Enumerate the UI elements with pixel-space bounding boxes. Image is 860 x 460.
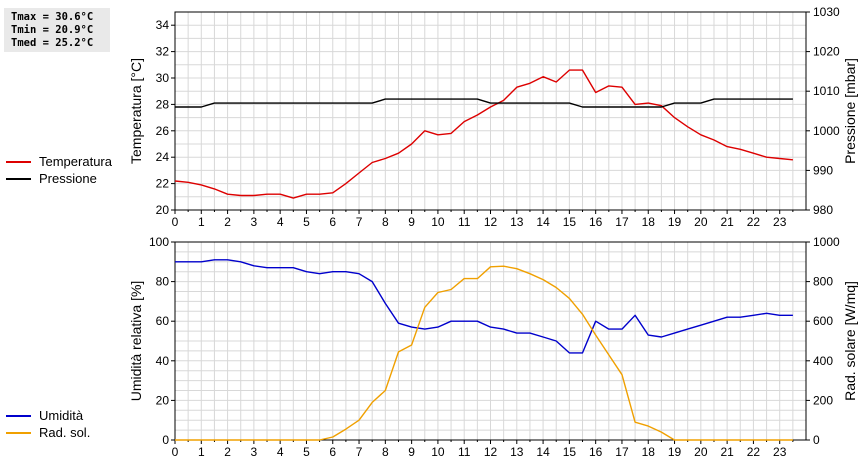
x-tick-label-top: 11 (458, 215, 471, 229)
y-right-tick-label-top: 1030 (813, 5, 840, 19)
y-left-tick-label-bottom: 100 (149, 235, 169, 249)
x-tick-label-bottom: 15 (563, 445, 577, 459)
x-tick-label-top: 18 (642, 215, 656, 229)
x-tick-label-bottom: 19 (668, 445, 682, 459)
y-right-tick-label-bottom: 0 (813, 433, 820, 447)
x-tick-label-bottom: 6 (329, 445, 336, 459)
y-right-tick-label-top: 980 (813, 203, 833, 217)
x-tick-label-top: 17 (615, 215, 629, 229)
stat-tmed: Tmed = 25.2°C (11, 37, 94, 49)
x-tick-label-bottom: 12 (484, 445, 498, 459)
y-right-tick-label-top: 1010 (813, 84, 840, 98)
x-tick-label-top: 0 (172, 215, 179, 229)
x-tick-label-top: 14 (536, 215, 550, 229)
series-line-top-1 (175, 98, 793, 108)
y-right-tick-label-top: 990 (813, 163, 833, 177)
x-tick-label-bottom: 17 (615, 445, 629, 459)
x-tick-label-top: 7 (356, 215, 363, 229)
x-tick-label-top: 15 (563, 215, 577, 229)
y-left-tick-label-bottom: 0 (162, 433, 169, 447)
legend-swatch-rad-sol (6, 432, 31, 434)
y-left-tick-label-top: 28 (156, 97, 170, 111)
x-tick-label-bottom: 0 (172, 445, 179, 459)
legend-swatch-pressione (6, 178, 31, 180)
x-tick-label-bottom: 21 (720, 445, 734, 459)
y-right-tick-label-bottom: 600 (813, 314, 833, 328)
y-right-tick-label-bottom: 400 (813, 354, 833, 368)
y-right-tick-label-top: 1020 (813, 45, 840, 59)
legend-label-pressione: Pressione (39, 171, 97, 186)
y-left-tick-label-top: 32 (156, 45, 170, 59)
y-right-tick-label-top: 1000 (813, 124, 840, 138)
y-left-axis-title-top: Temperatura [°C] (128, 58, 144, 164)
y-left-tick-label-bottom: 60 (156, 314, 170, 328)
legend-label-umidita: Umidità (39, 408, 84, 423)
y-left-tick-label-bottom: 80 (156, 275, 170, 289)
y-left-tick-label-top: 34 (156, 18, 170, 32)
legend-label-temperatura: Temperatura (39, 154, 112, 169)
x-tick-label-bottom: 5 (303, 445, 310, 459)
x-tick-label-top: 23 (773, 215, 787, 229)
x-tick-label-top: 9 (408, 215, 415, 229)
y-left-tick-label-bottom: 20 (156, 393, 170, 407)
x-tick-label-top: 8 (382, 215, 389, 229)
y-left-axis-title-bottom: Umidità relativa [%] (128, 281, 144, 402)
y-left-tick-label-top: 24 (156, 150, 170, 164)
x-tick-label-bottom: 4 (277, 445, 284, 459)
x-tick-label-top: 19 (668, 215, 682, 229)
x-tick-label-bottom: 1 (198, 445, 205, 459)
y-right-tick-label-bottom: 1000 (813, 235, 840, 249)
x-tick-label-top: 4 (277, 215, 284, 229)
stat-tmax: Tmax = 30.6°C (11, 11, 94, 23)
x-tick-label-top: 3 (251, 215, 258, 229)
legend-swatch-umidita (6, 415, 31, 417)
y-left-tick-label-top: 22 (156, 177, 170, 191)
stat-tmin: Tmin = 20.9°C (11, 24, 94, 36)
x-tick-label-bottom: 14 (536, 445, 550, 459)
x-tick-label-top: 20 (694, 215, 708, 229)
x-tick-label-bottom: 23 (773, 445, 787, 459)
x-tick-label-top: 1 (198, 215, 205, 229)
x-tick-label-bottom: 2 (224, 445, 231, 459)
x-tick-label-bottom: 11 (458, 445, 471, 459)
y-right-axis-title-bottom: Rad. solare [W/mq] (842, 281, 858, 401)
x-tick-label-bottom: 20 (694, 445, 708, 459)
x-tick-label-top: 5 (303, 215, 310, 229)
y-left-tick-label-top: 26 (156, 124, 170, 138)
legend-swatch-temperatura (6, 161, 31, 163)
y-right-tick-label-bottom: 800 (813, 275, 833, 289)
x-tick-label-bottom: 22 (747, 445, 761, 459)
x-tick-label-bottom: 13 (510, 445, 524, 459)
y-left-tick-label-top: 30 (156, 71, 170, 85)
x-tick-label-bottom: 10 (431, 445, 445, 459)
series-line-bottom-1 (175, 265, 793, 441)
x-tick-label-bottom: 8 (382, 445, 389, 459)
y-left-tick-label-bottom: 40 (156, 354, 170, 368)
x-tick-label-top: 16 (589, 215, 603, 229)
x-tick-label-bottom: 16 (589, 445, 603, 459)
x-tick-label-top: 2 (224, 215, 231, 229)
x-tick-label-bottom: 18 (642, 445, 656, 459)
x-tick-label-top: 22 (747, 215, 761, 229)
x-tick-label-bottom: 9 (408, 445, 415, 459)
y-right-tick-label-bottom: 200 (813, 393, 833, 407)
series-line-top-0 (174, 69, 793, 199)
x-tick-label-top: 12 (484, 215, 498, 229)
stats-box: Tmax = 30.6°C Tmin = 20.9°C Tmed = 25.2°… (4, 8, 110, 52)
x-tick-label-top: 6 (329, 215, 336, 229)
x-tick-label-top: 13 (510, 215, 524, 229)
y-left-tick-label-top: 20 (156, 203, 170, 217)
x-tick-label-bottom: 3 (251, 445, 258, 459)
y-right-axis-title-top: Pressione [mbar] (842, 58, 858, 164)
series-line-bottom-0 (175, 259, 793, 354)
x-tick-label-top: 10 (431, 215, 445, 229)
x-tick-label-top: 21 (720, 215, 734, 229)
x-tick-label-bottom: 7 (356, 445, 363, 459)
legend-label-rad-sol: Rad. sol. (39, 425, 91, 440)
